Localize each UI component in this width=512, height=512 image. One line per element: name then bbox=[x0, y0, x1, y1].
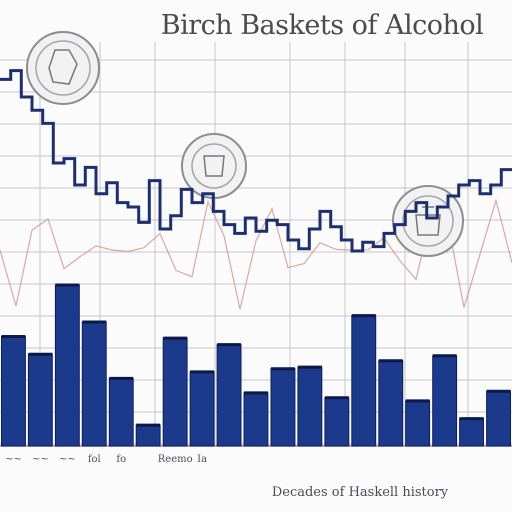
bar bbox=[108, 377, 134, 447]
x-tick-label: Reemo bbox=[158, 454, 193, 465]
bar bbox=[27, 353, 53, 447]
coin-icon bbox=[181, 133, 247, 199]
bar bbox=[486, 390, 512, 447]
coin-icon bbox=[392, 185, 464, 257]
bar bbox=[297, 366, 323, 447]
bars bbox=[1, 283, 512, 447]
bar bbox=[162, 337, 188, 447]
bar bbox=[81, 321, 107, 447]
bar bbox=[459, 418, 485, 447]
x-axis-label: Decades of Haskell history bbox=[272, 485, 449, 500]
chart-title: Birch Baskets of Alcohol bbox=[161, 10, 484, 41]
x-tick-label: Ia bbox=[197, 454, 207, 465]
bar bbox=[243, 392, 269, 447]
coin-illustrations bbox=[26, 31, 464, 257]
x-tick-labels: ~~ ~~ ~~ fol fo Reemo Ia bbox=[5, 454, 207, 465]
x-tick-label: fol bbox=[88, 454, 101, 465]
bar bbox=[216, 344, 242, 447]
bar bbox=[189, 371, 215, 447]
bar bbox=[405, 400, 431, 447]
bar bbox=[324, 397, 350, 447]
bar bbox=[351, 315, 377, 447]
bar bbox=[270, 368, 296, 447]
bar bbox=[54, 284, 80, 447]
x-tick-label: ~~ bbox=[59, 454, 76, 465]
line-path bbox=[0, 69, 512, 253]
x-tick-label: fo bbox=[116, 454, 126, 465]
coin-icon bbox=[26, 31, 100, 105]
bar bbox=[1, 336, 26, 447]
x-tick-label: ~~ bbox=[32, 454, 49, 465]
line-series bbox=[0, 69, 512, 253]
bar bbox=[378, 360, 404, 447]
bar bbox=[432, 355, 458, 447]
bar bbox=[135, 424, 161, 447]
x-tick-label: ~~ bbox=[5, 454, 22, 465]
